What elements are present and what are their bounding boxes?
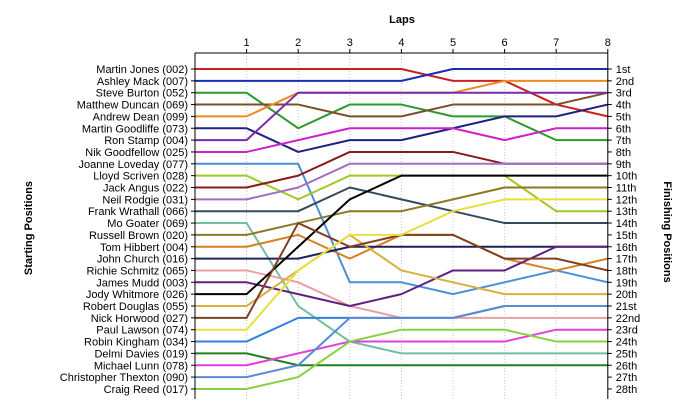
finishing-position-label: 13th [616,206,637,218]
driver-label: Mo Goater (069) [107,218,188,230]
driver-label: Christopher Thexton (090) [60,372,188,384]
series-line [195,328,608,367]
finishing-position-label: 4th [616,100,631,112]
driver-label: Tom Hibbert (004) [100,242,188,254]
finishing-position-label: 6th [616,123,631,135]
driver-label: Lloyd Scriven (028) [93,171,188,183]
top-tick-label: 5 [450,37,456,49]
series-line [195,233,608,307]
driver-label: James Mudd (003) [96,277,188,289]
finishing-position-label: 28th [616,384,637,396]
series-line [195,68,608,82]
series-line [195,174,608,213]
driver-label: Matthew Duncan (069) [77,100,188,112]
driver-label: Joanne Loveday (077) [79,159,188,171]
top-tick-label: 8 [605,37,611,49]
axes [191,49,612,399]
driver-label: Robin Kingham (034) [84,337,188,349]
series-line [195,222,608,355]
y-axis-label-left: Starting Positions [23,181,35,275]
finishing-position-label: 24th [616,337,637,349]
finishing-position-label: 3rd [616,88,632,100]
series-line [195,127,608,153]
top-tick-label: 2 [295,37,301,49]
driver-label: Paul Lawson (074) [96,325,188,337]
series-line [195,162,608,201]
series-line [195,198,608,331]
series-line [195,162,609,296]
driver-label: Ashley Mack (007) [97,76,188,88]
series-line [195,174,608,296]
finishing-position-label: 16th [616,242,637,254]
driver-label: Steve Burton (052) [96,88,188,100]
finishing-position-label: 22nd [616,313,640,325]
top-tick-label: 6 [502,37,508,49]
driver-label: Delmi Davies (019) [94,348,188,360]
series-line [195,186,608,236]
driver-label: Neil Rodgie (031) [102,194,188,206]
chart-title: Laps [389,14,415,26]
finishing-position-label: 26th [616,360,637,372]
top-tick-label: 1 [244,37,250,49]
finishing-position-label: 2nd [616,76,634,88]
driver-label: Robert Douglas (055) [83,301,188,313]
finishing-position-label: 8th [616,147,631,159]
driver-label: Nik Goodfellow (025) [85,147,188,159]
finishing-position-label: 12th [616,194,637,206]
driver-label: Martin Goodliffe (073) [82,123,188,135]
finishing-position-label: 19th [616,277,637,289]
driver-label: Nick Horwood (027) [91,313,188,325]
series-line [195,91,609,118]
driver-label: John Church (016) [97,254,188,266]
series-line [195,245,608,260]
finishing-position-label: 5th [616,111,631,123]
finishing-position-label: 15th [616,230,637,242]
finishing-position-label: 1st [616,64,631,76]
top-tick-label: 3 [347,37,353,49]
series-line [195,91,608,142]
finishing-position-label: 14th [616,218,637,230]
finishing-position-label: 25th [616,348,637,360]
labels: 1 2 3 4 5 6 7 8 Martin Jones (002)Ashley Mack (0… [60,37,640,396]
series-line [195,103,609,153]
driver-label: Andrew Dean (099) [93,111,188,123]
series-lines [195,68,609,390]
finishing-position-label: 17th [616,254,637,266]
y-axis-label-right: Finishing Positions [661,181,673,282]
driver-label: Richie Schmitz (065) [87,265,188,277]
finishing-position-label: 27th [616,372,637,384]
driver-label: Jack Angus (022) [103,183,188,195]
driver-label: Ron Stamp (004) [104,135,188,147]
driver-label: Michael Lunn (078) [94,360,188,372]
top-tick-label: 4 [398,37,404,49]
finishing-position-label: 9th [616,159,631,171]
series-line [195,305,608,379]
driver-label: Jody Whitmore (026) [86,289,188,301]
driver-label: Frank Wrathall (066) [88,206,188,218]
top-tick-label: 7 [553,37,559,49]
finishing-position-label: 7th [616,135,631,147]
finishing-position-label: 23rd [616,325,638,337]
finishing-position-label: 20th [616,289,637,301]
series-line [195,68,609,118]
finishing-position-label: 11th [616,183,637,195]
driver-label: Craig Reed (017) [104,384,188,396]
series-line [195,352,608,367]
finishing-position-label: 21st [616,301,637,313]
finishing-position-label: 18th [616,265,637,277]
driver-label: Russell Brown (020) [89,230,188,242]
finishing-position-label: 10th [616,171,637,183]
series-line [195,328,608,390]
series-line [195,186,608,225]
driver-label: Martin Jones (002) [96,64,188,76]
